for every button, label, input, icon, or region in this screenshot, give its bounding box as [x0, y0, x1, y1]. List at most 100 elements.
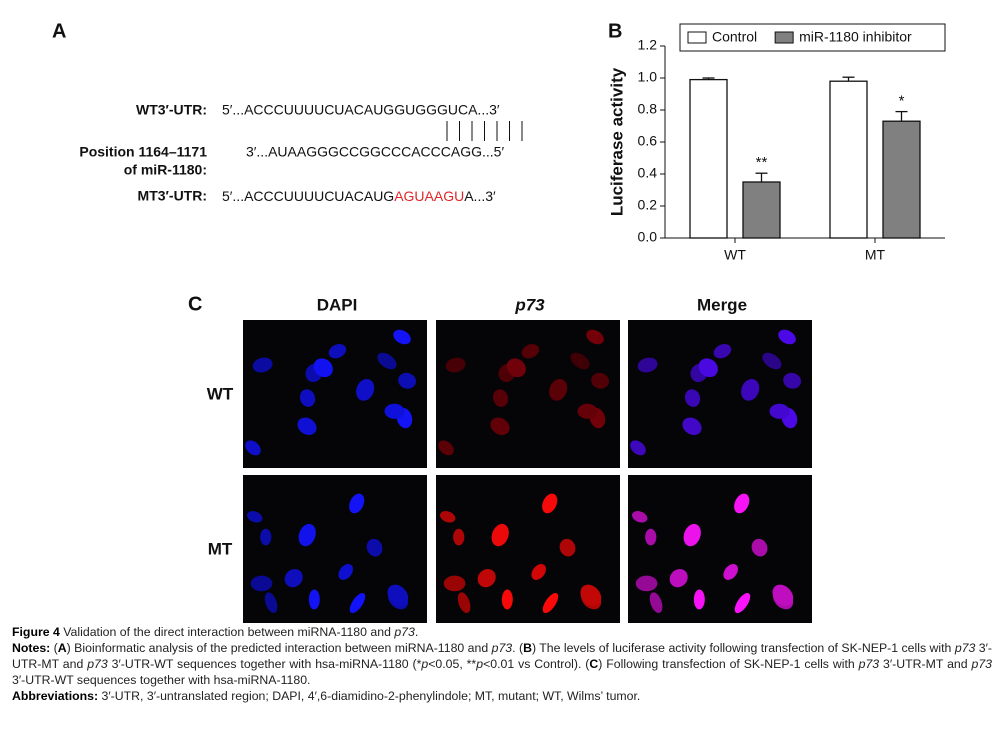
cell-nucleus — [453, 528, 465, 546]
cell-nucleus — [328, 344, 347, 359]
cell-nucleus — [443, 575, 466, 592]
cell-nucleus — [580, 584, 602, 606]
cell-nucleus — [741, 378, 760, 401]
caption-run: B — [523, 641, 532, 655]
cell-nucleus — [586, 329, 604, 345]
figure: A WT3′-UTR: 5′...ACCCUUUUCUACAUGGUGGGUCA… — [52, 20, 946, 623]
cell-nucleus — [260, 528, 272, 546]
caption-run: ) Bioinformatic analysis of the predicte… — [66, 641, 492, 655]
x-tick-label: MT — [865, 247, 886, 263]
panel-c: C DAPI p73 Merge WT MT — [188, 293, 812, 623]
cell-nucleus — [445, 357, 466, 373]
cell-nucleus — [297, 417, 317, 435]
caption-run: ) Following transfection of SK-NEP-1 cel… — [598, 657, 859, 671]
error-bar — [702, 77, 715, 80]
cell-nucleus — [387, 584, 409, 606]
bar — [742, 181, 781, 239]
y-tick-label: 0.0 — [638, 229, 658, 245]
panel-a: A WT3′-UTR: 5′...ACCCUUUUCUACAUGGUGGGUCA… — [52, 20, 523, 204]
caption-run: ( — [50, 641, 58, 655]
significance: * — [899, 93, 905, 110]
cell-nucleus — [477, 569, 496, 588]
panel-label: B — [608, 20, 622, 42]
caption-run: Notes: — [12, 641, 51, 655]
caption-run: p73 — [971, 657, 993, 671]
cell-nucleus — [298, 523, 316, 547]
caption-run: <0.05, ** — [428, 657, 477, 671]
caption-run: p73 — [394, 625, 415, 639]
legend-label: Control — [712, 29, 757, 45]
cell-nucleus — [778, 329, 796, 345]
cell-nucleus — [398, 372, 417, 389]
cell-nucleus — [440, 511, 456, 523]
caption-run: p — [476, 657, 484, 671]
micrograph-background — [628, 320, 812, 468]
cell-nucleus — [247, 511, 263, 523]
cell-nucleus — [542, 493, 558, 514]
cell-nucleus — [723, 564, 738, 580]
column-header: Merge — [697, 295, 747, 314]
cell-nucleus — [245, 440, 261, 456]
sequence-part: A...3′ — [464, 188, 496, 204]
cell-nucleus — [506, 358, 526, 378]
caption-run: C — [589, 657, 599, 671]
caption-notes: Notes: (A) Bioinformatic analysis of the… — [12, 640, 992, 688]
caption-run: . ( — [512, 641, 524, 655]
caption-run: 3′-UTR-MT and — [12, 641, 993, 671]
micrograph — [628, 475, 812, 623]
cell-nucleus — [264, 592, 278, 613]
caption: Figure 4 Validation of the direct intera… — [12, 624, 992, 704]
sequence: 5′...ACCCUUUUCUACAUGGUGGGUCA...3′ — [222, 102, 500, 118]
caption-run: Figure 4 — [12, 625, 60, 639]
legend-swatch — [774, 31, 794, 44]
y-tick-label: 0.8 — [638, 101, 658, 117]
cell-nucleus — [490, 417, 510, 435]
cell-nucleus — [356, 378, 375, 401]
cell-nucleus — [577, 403, 598, 419]
cell-nucleus — [377, 352, 397, 370]
legend-box — [679, 23, 946, 52]
micrograph — [436, 475, 620, 623]
caption-run: p73 — [858, 657, 880, 671]
caption-run: 3′-UTR-WT sequences together with hsa-mi… — [12, 673, 311, 687]
column-header: DAPI — [317, 295, 358, 314]
micrograph-background — [243, 320, 427, 468]
mutant-part: AGUAAGU — [394, 188, 464, 204]
caption-title: Figure 4 Validation of the direct intera… — [12, 624, 992, 640]
sequence-part: 5′...ACCCUUUUCUACAUG — [222, 188, 394, 204]
cell-nucleus — [438, 440, 454, 456]
row-label: WT — [207, 384, 234, 403]
caption-abbreviations: Abbreviations: 3′-UTR, 3′-untranslated r… — [12, 688, 992, 704]
cell-nucleus — [531, 564, 546, 580]
y-tick-label: 1.0 — [638, 69, 658, 85]
cell-nucleus — [338, 564, 353, 580]
legend-swatch — [687, 31, 707, 44]
caption-run: p73 — [954, 641, 976, 655]
seq-label: of miR-1180: — [124, 162, 207, 178]
y-tick-label: 0.6 — [638, 133, 658, 149]
cell-nucleus — [349, 592, 366, 614]
cell-nucleus — [501, 589, 513, 610]
caption-run: p — [421, 657, 429, 671]
cell-nucleus — [683, 523, 701, 547]
cell-nucleus — [649, 592, 663, 613]
y-tick-label: 1.2 — [638, 37, 658, 53]
cell-nucleus — [591, 372, 610, 389]
cell-nucleus — [632, 511, 648, 523]
cell-nucleus — [549, 378, 568, 401]
cell-nucleus — [635, 575, 658, 592]
error-bar — [895, 110, 908, 122]
caption-run: Validation of the direct interaction bet… — [59, 625, 395, 639]
caption-run: . — [414, 625, 419, 639]
cell-nucleus — [669, 569, 688, 588]
row-label: MT — [208, 539, 233, 558]
error-bar — [755, 172, 768, 182]
cell-nucleus — [783, 372, 802, 389]
panel-label: C — [188, 293, 202, 315]
error-bar — [842, 76, 855, 82]
legend: Control miR-1180 inhibitor — [679, 23, 946, 52]
micrograph-background — [436, 320, 620, 468]
caption-run: Abbreviations: — [12, 689, 99, 703]
y-tick-label: 0.2 — [638, 197, 658, 213]
